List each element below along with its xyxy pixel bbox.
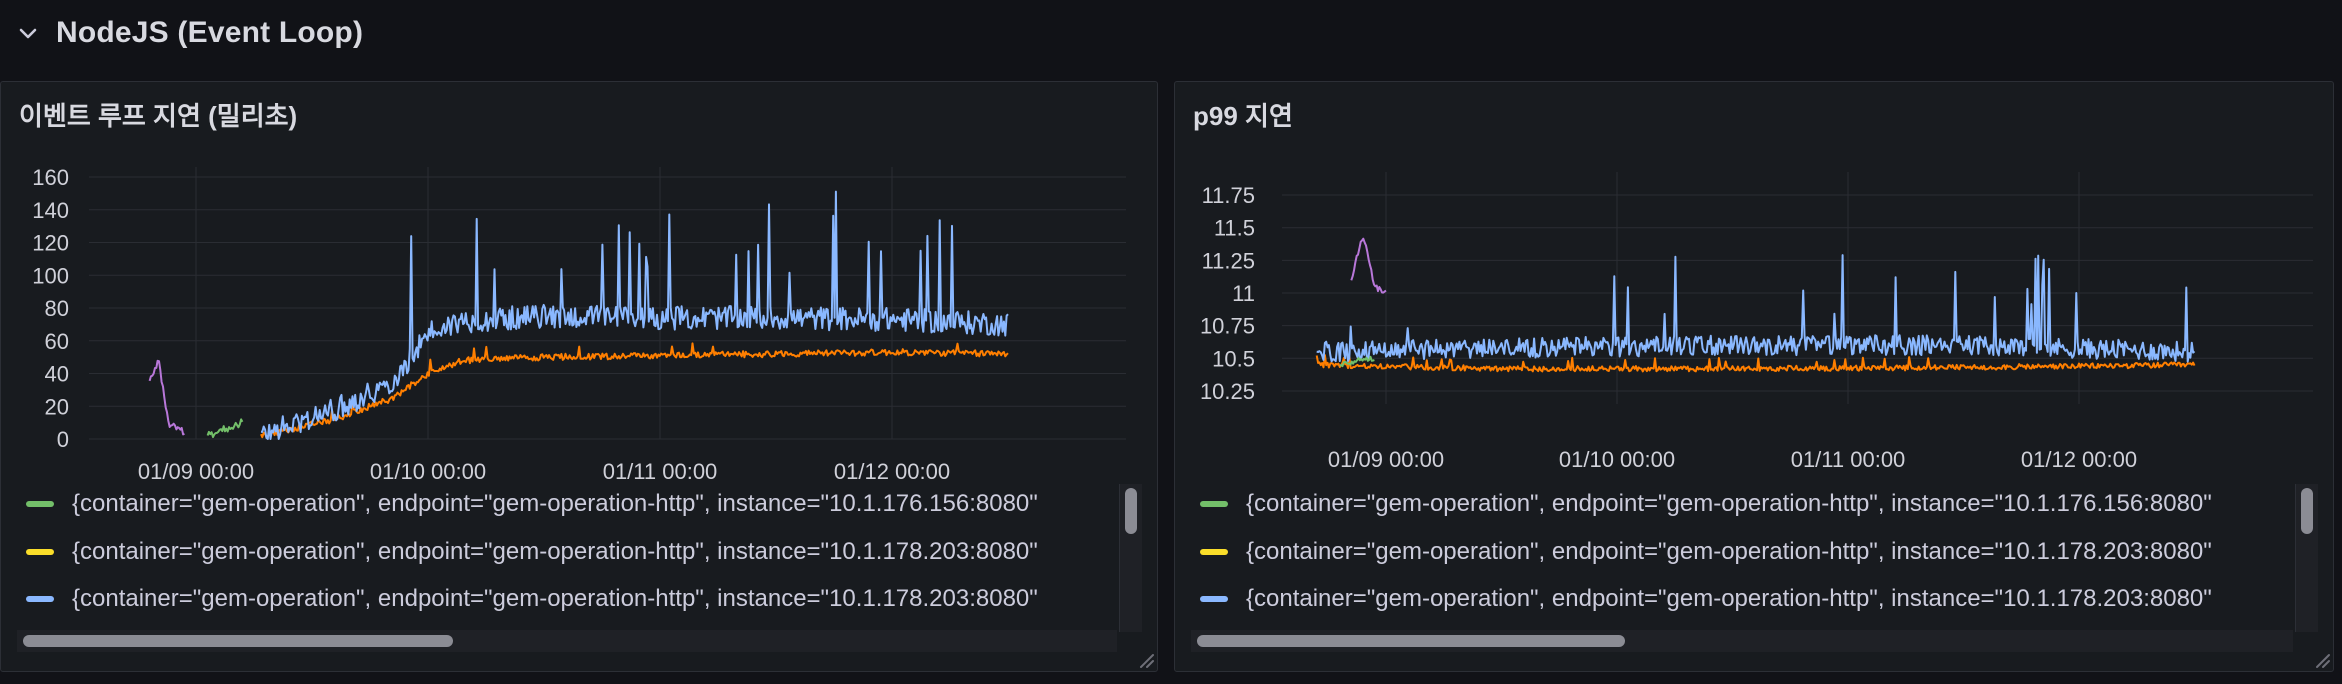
y-tick-label: 11.5 [1214,216,1255,241]
chart-event-loop-lag: 0 20 40 60 80 100 120 140 160 01/09 00:00 01/10 00… [32,165,1126,484]
legend-item[interactable]: {container="gem-operation", endpoint="ge… [2,579,1038,619]
panel-title[interactable]: 이벤트 루프 지연 (밀리초) [19,101,298,131]
x-tick-label: 01/11 00:00 [603,459,718,484]
series-line [260,190,1009,440]
chevron-down-icon[interactable] [0,0,56,66]
legend-label: {container="gem-operation", endpoint="ge… [72,538,1038,565]
y-tick-label: 60 [45,329,69,354]
x-tick-label: 01/11 00:00 [1791,447,1906,472]
legend-vertical-scrollbar[interactable] [1119,484,1142,632]
legend-swatch-green [1200,501,1228,507]
y-tick-label: 80 [45,296,69,321]
x-tick-label: 01/10 00:00 [370,459,486,484]
legend-label: {container="gem-operation", endpoint="ge… [72,585,1038,612]
series-line [206,418,244,439]
legend-item[interactable]: {container="gem-operation", endpoint="ge… [2,484,1038,524]
legend-horizontal-scrollbar[interactable] [1191,630,2293,652]
x-tick-label: 01/12 00:00 [2021,447,2137,472]
x-tick-label: 01/09 00:00 [1328,447,1444,472]
legend-swatch-yellow [26,549,54,555]
legend-label: {container="gem-operation", endpoint="ge… [1246,490,2212,517]
scrollbar-thumb[interactable] [1125,488,1137,534]
y-tick-label: 140 [32,198,69,223]
y-tick-label: 0 [57,427,69,452]
legend-label: {container="gem-operation", endpoint="ge… [1246,538,2212,565]
y-tick-label: 120 [32,231,69,256]
chart-p99-latency: 10.25 10.5 10.75 11 11.25 11.5 11.75 01/09 00:0… [1200,172,2313,472]
legend-swatch-green [26,501,54,507]
resize-handle-icon[interactable] [1135,649,1155,669]
series-line [1350,237,1387,294]
series-line [1339,355,1375,368]
y-tick-label: 10.75 [1200,314,1255,339]
scrollbar-thumb[interactable] [1197,635,1625,647]
y-tick-label: 20 [45,394,69,419]
series-line [1315,354,2196,373]
series-line [1316,254,2196,363]
legend-item[interactable]: {container="gem-operation", endpoint="ge… [1176,579,2212,619]
x-tick-label: 01/12 00:00 [834,459,950,484]
legend-horizontal-scrollbar[interactable] [17,630,1117,652]
y-tick-label: 10.25 [1200,379,1255,404]
series-line [260,342,1009,439]
y-tick-label: 100 [32,263,69,288]
legend-label: {container="gem-operation", endpoint="ge… [1246,585,2212,612]
legend-item[interactable]: {container="gem-operation", endpoint="ge… [1176,484,2212,524]
row-title: NodeJS (Event Loop) [56,16,364,49]
legend-item[interactable]: {container="gem-operation", endpoint="ge… [1176,532,2212,572]
y-tick-label: 11.25 [1202,248,1255,273]
resize-handle-icon[interactable] [2311,649,2331,669]
legend-item[interactable]: {container="gem-operation", endpoint="ge… [2,532,1038,572]
legend-swatch-blue [1200,596,1228,602]
scrollbar-thumb[interactable] [2301,488,2313,534]
y-tick-label: 11 [1232,281,1255,306]
y-tick-label: 160 [32,165,69,190]
legend-label: {container="gem-operation", endpoint="ge… [72,490,1038,517]
legend: {container="gem-operation", endpoint="ge… [1176,484,2288,632]
panel-p99-latency: p99 지연 10.25 10.5 10.75 11 11.25 11.5 11.75 01/… [1174,81,2334,672]
scrollbar-thumb[interactable] [23,635,453,647]
row-header[interactable]: NodeJS (Event Loop) [0,0,2342,66]
x-tick-label: 01/09 00:00 [138,459,254,484]
y-tick-label: 10.5 [1212,346,1255,371]
x-tick-label: 01/10 00:00 [1559,447,1675,472]
series-line [148,359,185,436]
y-tick-label: 11.75 [1202,183,1255,208]
y-tick-label: 40 [45,362,69,387]
legend-swatch-blue [26,596,54,602]
panel-event-loop-lag: 이벤트 루프 지연 (밀리초) 0 20 40 60 80 100 120 140 160 01/… [0,81,1158,672]
legend-swatch-yellow [1200,549,1228,555]
legend-vertical-scrollbar[interactable] [2295,484,2318,632]
legend: {container="gem-operation", endpoint="ge… [2,484,1112,632]
panel-title[interactable]: p99 지연 [1193,101,1293,131]
